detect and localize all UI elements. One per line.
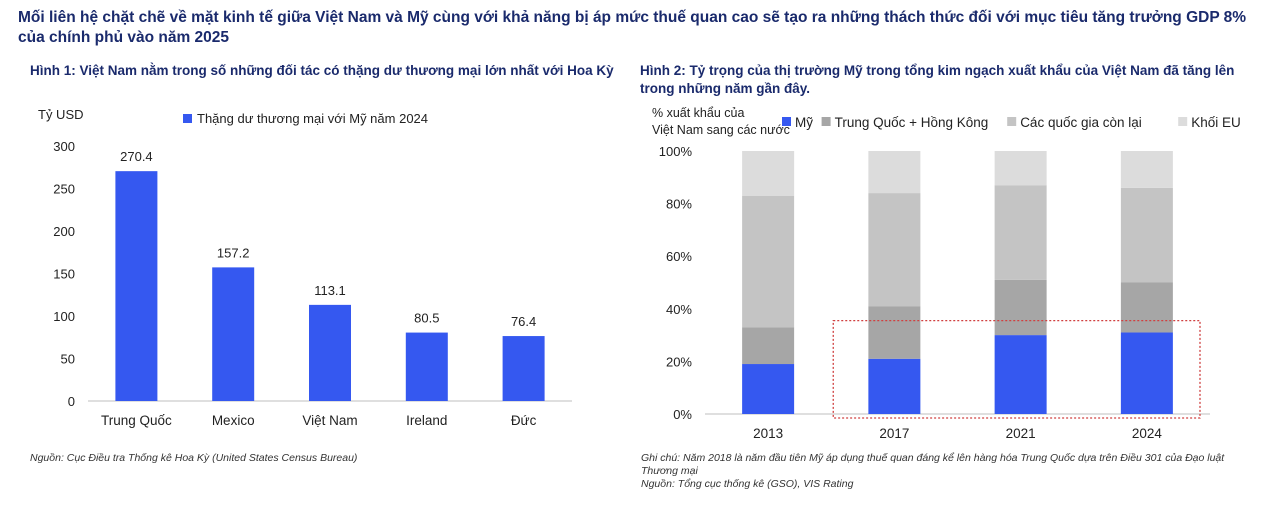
bar-segment [1120, 332, 1173, 414]
y-tick-label: 80% [666, 197, 692, 212]
legend-swatch [821, 117, 831, 126]
x-tick-label: 2013 [753, 426, 783, 441]
bar [309, 304, 351, 401]
data-label: 270.4 [120, 149, 153, 164]
x-tick-label: 2021 [1006, 426, 1036, 441]
bar-segment [994, 279, 1047, 336]
legend-label: Các quốc gia còn lại [1020, 115, 1142, 130]
bar-segment [742, 151, 795, 196]
figure-1-notes: Nguồn: Cục Điều tra Thống kê Hoa Kỳ (Uni… [30, 452, 610, 465]
data-label: 113.1 [314, 283, 346, 298]
bar [212, 267, 255, 401]
bar-segment [1120, 187, 1173, 283]
bar [502, 336, 545, 401]
y-tick-label: 40% [666, 302, 692, 317]
bar [115, 171, 158, 401]
legend-label: Mỹ [795, 115, 813, 130]
x-tick-label: 2017 [879, 426, 909, 441]
bar [405, 332, 448, 401]
legend-swatch [183, 114, 192, 123]
y-tick-label: 20% [666, 354, 692, 369]
y-tick-label: 200 [53, 224, 75, 239]
bar-segment [1120, 282, 1173, 333]
x-tick-label: 2024 [1132, 426, 1163, 441]
y-tick-label: 0 [68, 394, 75, 409]
data-label: 157.2 [217, 245, 250, 260]
export-share-stacked-bar-chart: % xuất khẩu của Việt Nam sang các nước Mỹ T… [652, 106, 1241, 441]
y-tick-label: 100% [659, 144, 693, 159]
legend-swatch [1007, 117, 1017, 126]
bar-segment [1120, 151, 1173, 188]
legend-label: Trung Quốc + Hồng Kông [835, 115, 989, 130]
bar-segment [742, 327, 795, 365]
data-label: 80.5 [414, 311, 439, 326]
y-tick-label: 50 [61, 352, 75, 367]
legend-label: Khối EU [1191, 115, 1241, 130]
bar-segment [994, 335, 1047, 414]
bar-segment [742, 364, 795, 414]
bar-segment [994, 151, 1047, 186]
bar-segment [868, 151, 921, 194]
page-headline: Mối liên hệ chặt chẽ về mặt kinh tế giữa… [18, 9, 1247, 46]
bar-segment [868, 193, 921, 307]
bar-segment [994, 185, 1047, 280]
x-tick-label: Mexico [212, 413, 255, 428]
trade-surplus-bar-chart: Tỷ USD Thặng dư thương mại với Mỹ năm 202… [38, 107, 572, 428]
x-tick-label: Đức [511, 413, 537, 428]
legend-swatch [1178, 117, 1188, 126]
y-tick-label: 300 [53, 139, 75, 154]
y-axis-label: % xuất khẩu của Việt Nam sang các nước [652, 106, 790, 137]
legend-swatch [782, 117, 791, 126]
y-axis-label: Tỷ USD [38, 107, 84, 122]
figure-2-title: Hình 2: Tỷ trọng của thị trường Mỹ trong… [640, 63, 1235, 96]
legend-label: Thặng dư thương mại với Mỹ năm 2024 [197, 111, 428, 126]
x-tick-label: Ireland [406, 413, 447, 428]
y-tick-label: 100 [53, 309, 75, 324]
y-tick-label: 60% [666, 249, 692, 264]
x-tick-label: Trung Quốc [101, 413, 172, 428]
y-tick-label: 250 [53, 182, 75, 197]
x-tick-label: Việt Nam [302, 413, 357, 428]
figure-1-source-note: Nguồn: Cục Điều tra Thống kê Hoa Kỳ (Uni… [30, 452, 358, 464]
y-tick-label: 150 [53, 267, 75, 282]
data-label: 76.4 [511, 314, 536, 329]
bar-segment [742, 195, 795, 328]
figure-2-note: Ghi chú: Năm 2018 là năm đầu tiên Mỹ áp … [641, 452, 1225, 477]
y-tick-label: 0% [673, 407, 692, 422]
bar-segment [868, 306, 921, 359]
bar-segment [868, 358, 921, 414]
figure-2-notes: Ghi chú: Năm 2018 là năm đầu tiên Mỹ áp … [641, 452, 1261, 491]
figure-1-title: Hình 1: Việt Nam nằm trong số những đối … [30, 63, 614, 78]
figure-2-source-note: Nguồn: Tổng cục thống kê (GSO), VIS Rati… [641, 478, 854, 490]
